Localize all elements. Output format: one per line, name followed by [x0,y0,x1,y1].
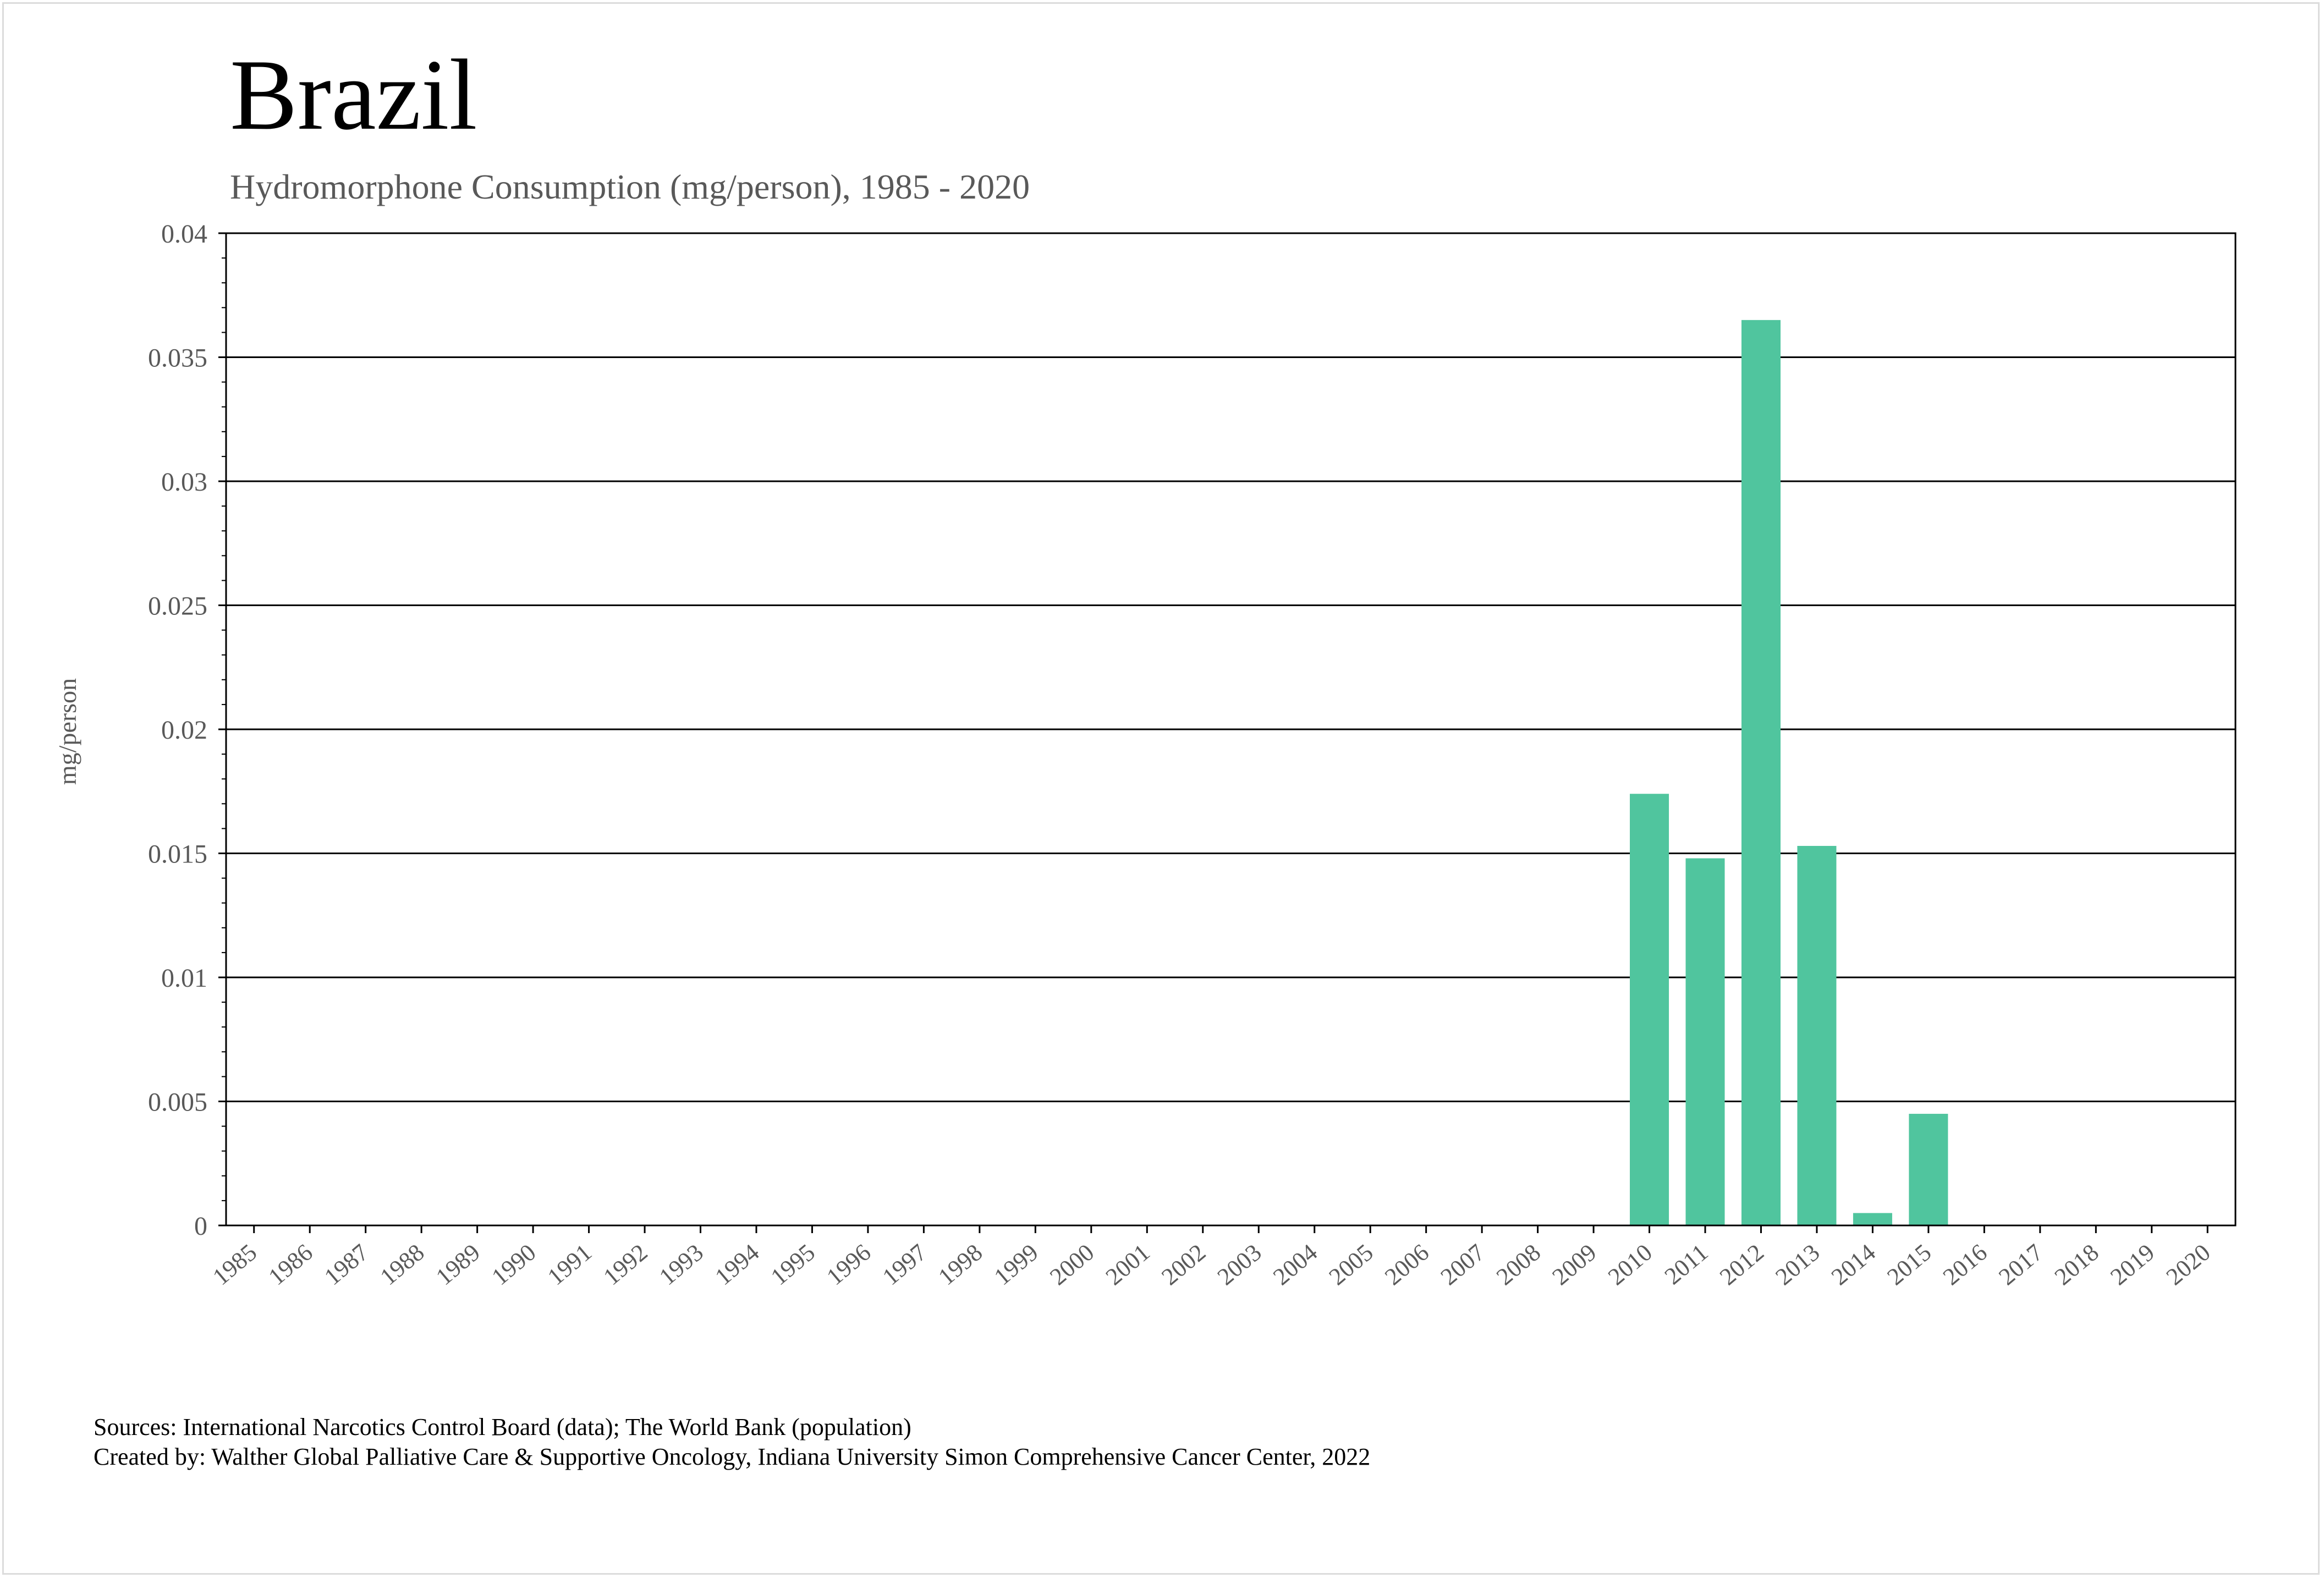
bar-2013 [1797,845,1837,1225]
y-tick-label: 0.03 [161,468,207,497]
x-tick-label: 1985 [207,1239,262,1290]
x-tick-label: 1994 [710,1239,765,1290]
x-tick-label: 1998 [933,1239,987,1290]
bars [1630,320,1948,1225]
x-tick-label: 2008 [1491,1239,1546,1290]
x-tick-label: 2010 [1603,1239,1657,1290]
chart-title: Brazil [230,39,477,151]
x-tick-label: 2014 [1826,1239,1881,1290]
x-tick-label: 2013 [1770,1239,1825,1290]
x-tick-label: 1993 [654,1239,708,1290]
x-tick-label: 2003 [1212,1239,1267,1290]
x-tick-label: 2006 [1380,1239,1434,1290]
created-by-note: Created by: Walther Global Palliative Ca… [94,1443,1371,1470]
x-tick-label: 2005 [1324,1239,1378,1290]
y-tick-label: 0.015 [148,840,207,869]
x-tick-label: 2016 [1938,1239,1992,1290]
axes [218,232,2237,1233]
y-tick-label: 0.025 [148,592,207,621]
bar-2015 [1909,1114,1948,1225]
sources-note: Sources: International Narcotics Control… [94,1414,911,1440]
x-tick-label: 1990 [487,1239,541,1290]
x-tick-label: 1996 [821,1239,876,1290]
plot-border [225,232,2237,1227]
x-tick-label: 2012 [1715,1239,1769,1290]
y-tick-label: 0.04 [161,219,207,249]
x-tick-label: 2000 [1045,1239,1099,1290]
x-tick-label: 2011 [1660,1239,1713,1290]
x-tick-label: 1991 [542,1239,597,1290]
x-tick-label: 2001 [1101,1239,1155,1290]
x-tick-label: 1997 [877,1239,932,1290]
x-tick-label: 2007 [1436,1239,1490,1290]
y-tick-label: 0.035 [148,344,207,373]
x-tick-label: 1995 [766,1239,820,1290]
x-tick-label: 1992 [598,1239,653,1290]
y-tick-label: 0.02 [161,716,207,745]
x-tick-labels: 1985 1986 1987 1988 1989 1990 1991 1992 1993 1994… [207,1239,2215,1290]
x-tick-label: 1988 [375,1239,430,1290]
x-tick-label: 2018 [2050,1239,2104,1290]
bar-2014 [1853,1213,1892,1225]
x-tick-label: 1999 [989,1239,1043,1290]
y-axis-label: mg/person [53,678,81,785]
footer: Sources: International Narcotics Control… [94,1412,1370,1472]
x-tick-label: 2009 [1547,1239,1602,1290]
x-tick-label: 2017 [1993,1239,2048,1290]
bar-2011 [1685,858,1725,1225]
y-tick-labels: 0 0.005 0.01 0.015 0.02 0.025 0.03 0.035 0.04 [148,219,207,1241]
x-tick-label: 1986 [263,1239,318,1290]
x-tick-label: 2020 [2161,1239,2216,1290]
x-tick-label: 1987 [319,1239,373,1290]
x-tick-label: 2015 [1882,1239,1936,1290]
bar-2010 [1630,794,1669,1225]
gridlines [226,232,2235,1102]
y-tick-label: 0.005 [148,1088,207,1117]
chart-subtitle: Hydromorphone Consumption (mg/person), 1… [230,167,1030,206]
x-tick-label: 1989 [431,1239,485,1290]
x-tick-label: 2002 [1156,1239,1211,1290]
y-tick-label: 0 [194,1212,207,1241]
y-tick-label: 0.01 [161,964,207,993]
bar-2012 [1741,320,1781,1225]
x-tick-label: 2019 [2105,1239,2160,1290]
x-tick-label: 2004 [1268,1239,1322,1290]
